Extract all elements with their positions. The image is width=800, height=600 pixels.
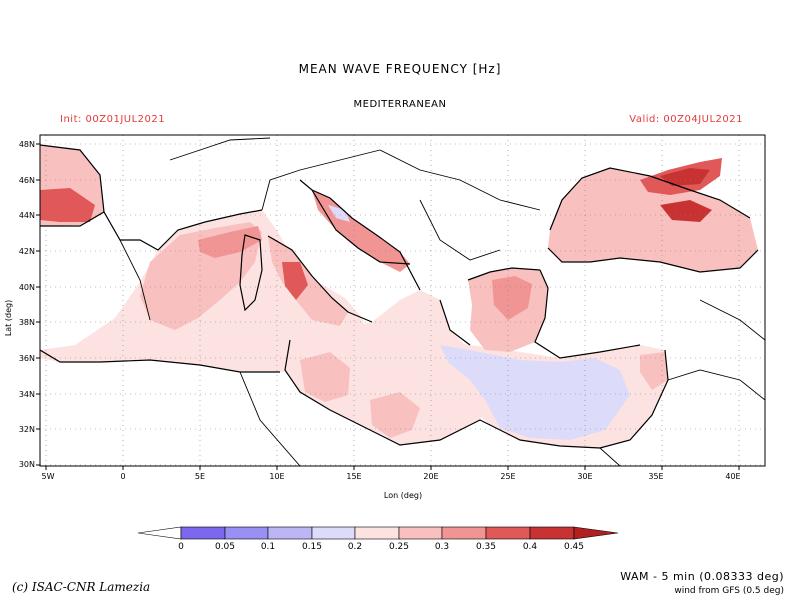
x-tick-label: 10E bbox=[269, 472, 284, 481]
init-time: Init: 00Z01JUL2021 bbox=[60, 114, 166, 125]
y-tick-label: 32N bbox=[19, 425, 35, 434]
x-tick-label: 25E bbox=[500, 472, 515, 481]
legend-swatch-3 bbox=[267, 526, 313, 540]
map-border bbox=[39, 134, 766, 467]
x-tick-label: 5W bbox=[42, 472, 55, 481]
x-tick-label: 20E bbox=[423, 472, 438, 481]
wind-source: wind from GFS (0.5 deg) bbox=[674, 586, 784, 596]
black-sea bbox=[548, 168, 758, 272]
y-axis-label: Lat (deg) bbox=[4, 300, 13, 336]
valid-time: Valid: 00Z04JUL2021 bbox=[629, 114, 743, 125]
legend-label: 0.35 bbox=[476, 542, 496, 552]
adriatic-low bbox=[328, 205, 350, 222]
legend-label: 0.05 bbox=[215, 542, 235, 552]
tyrrhenian-core bbox=[282, 262, 308, 300]
y-tick-label: 38N bbox=[19, 318, 35, 327]
legend-label: 0.2 bbox=[348, 542, 362, 552]
tyrrhenian-sea bbox=[268, 236, 348, 326]
y-tick-label: 40N bbox=[19, 283, 35, 292]
levant-high bbox=[640, 352, 668, 390]
biscay-high bbox=[40, 188, 95, 222]
sea-field bbox=[40, 135, 765, 466]
tick-marks bbox=[36, 143, 740, 470]
y-tick-label: 48N bbox=[19, 140, 35, 149]
legend-label: 0.1 bbox=[261, 542, 275, 552]
legend-swatch-7 bbox=[441, 526, 487, 540]
graticule bbox=[40, 135, 765, 466]
legend-label: 0.15 bbox=[302, 542, 322, 552]
y-tick-label: 36N bbox=[19, 354, 35, 363]
x-tick-label: 0 bbox=[120, 472, 125, 481]
legend-label: 0.25 bbox=[389, 542, 409, 552]
x-tick-label: 15E bbox=[346, 472, 361, 481]
legend-label: 0.4 bbox=[523, 542, 538, 552]
y-tick-labels: 30N 32N 34N 36N 38N 40N 42N 44N 46N 48N bbox=[19, 140, 35, 469]
x-tick-label: 30E bbox=[577, 472, 592, 481]
x-tick-labels: 5W 0 5E 10E 15E 20E 25E 30E 35E 40E bbox=[42, 472, 741, 481]
region-label: MEDITERRANEAN bbox=[353, 99, 447, 110]
borders bbox=[119, 137, 765, 466]
coastlines bbox=[40, 144, 759, 449]
legend-swatch-5 bbox=[354, 526, 400, 540]
x-tick-label: 35E bbox=[648, 472, 663, 481]
ionian-sea bbox=[285, 290, 500, 445]
y-tick-label: 42N bbox=[19, 247, 35, 256]
legend-label: 0.45 bbox=[564, 542, 584, 552]
legend-swatch-1 bbox=[180, 526, 226, 540]
gulf-of-sidra bbox=[370, 392, 420, 438]
x-tick-label: 5E bbox=[195, 472, 205, 481]
y-tick-label: 44N bbox=[19, 211, 35, 220]
aegean-high bbox=[492, 276, 532, 320]
legend-labels: 0 0.05 0.1 0.15 0.2 0.25 0.3 0.35 0.4 0.… bbox=[178, 542, 584, 552]
black-sea-core bbox=[660, 200, 712, 222]
legend-swatch-9 bbox=[529, 526, 575, 540]
color-legend bbox=[137, 526, 619, 540]
legend-label: 0 bbox=[178, 542, 184, 552]
eastern-med-low bbox=[440, 345, 630, 440]
legend-swatch-2 bbox=[224, 526, 269, 540]
credit-text: (c) ISAC-CNR Lamezia bbox=[12, 580, 151, 594]
x-tick-label: 40E bbox=[725, 472, 740, 481]
azov-core bbox=[660, 168, 710, 186]
y-tick-label: 34N bbox=[19, 390, 35, 399]
ionian-high bbox=[300, 352, 350, 402]
y-tick-label: 30N bbox=[19, 460, 35, 469]
legend-swatch-4 bbox=[311, 526, 356, 540]
legend-swatch-0 bbox=[137, 526, 182, 540]
map-title: MEAN WAVE FREQUENCY [Hz] bbox=[298, 62, 502, 76]
model-info: WAM - 5 min (0.08333 deg) bbox=[620, 570, 784, 583]
legend-swatch-6 bbox=[398, 526, 443, 540]
legend-label: 0.3 bbox=[435, 542, 449, 552]
x-axis-label: Lon (deg) bbox=[384, 491, 422, 500]
ligurian-high bbox=[198, 226, 262, 258]
legend-swatch-10 bbox=[573, 526, 619, 540]
legend-swatch-8 bbox=[485, 526, 531, 540]
y-tick-label: 46N bbox=[19, 176, 35, 185]
